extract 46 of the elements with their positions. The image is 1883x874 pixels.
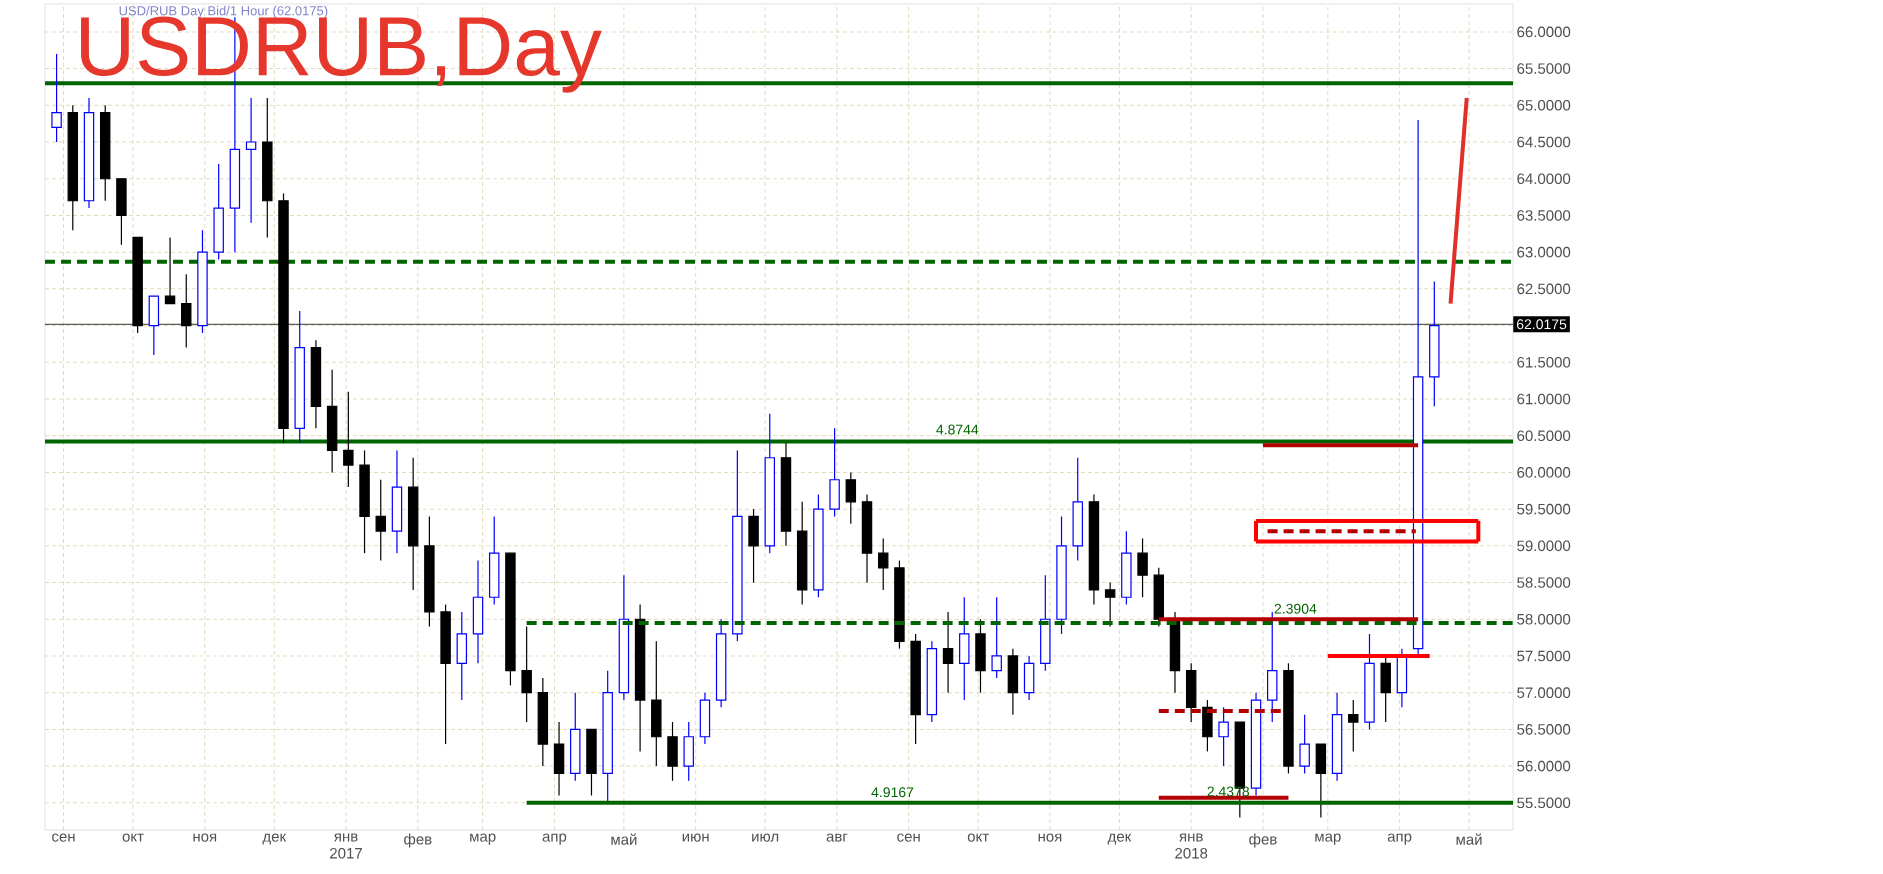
x-tick-label: окт <box>967 833 989 842</box>
x-tick-label: июн <box>682 833 709 842</box>
y-tick-label: 61.5000 <box>1517 356 1571 368</box>
y-tick-label: 62.5000 <box>1517 283 1571 295</box>
x-tick-label: май <box>1456 833 1482 845</box>
x-tick-label: ноя <box>1038 833 1062 842</box>
x-tick-label: янв 2018 <box>1175 833 1208 859</box>
y-tick-label: 59.0000 <box>1517 540 1571 552</box>
annotation: 4.9167 <box>871 787 914 798</box>
x-tick-label: сен <box>52 833 75 842</box>
x-tick-label: сен <box>897 833 920 842</box>
y-tick-label: 56.5000 <box>1517 724 1571 735</box>
y-tick-label: 65.0000 <box>1517 99 1571 111</box>
y-tick-label: 58.0000 <box>1517 613 1571 625</box>
x-tick-label: мар <box>1315 833 1341 845</box>
x-tick-label: май <box>611 833 637 845</box>
x-tick-label: фев <box>1249 833 1277 848</box>
x-tick-label: дек <box>262 833 287 845</box>
y-tick-label: 63.5000 <box>1517 210 1571 221</box>
x-tick-label: апр <box>542 833 567 845</box>
x-tick-label: фев <box>404 833 432 848</box>
y-tick-label: 66.0000 <box>1517 26 1571 38</box>
x-tick-label: окт <box>122 833 144 842</box>
x-tick-label: авг <box>826 833 848 842</box>
y-tick-label: 56.0000 <box>1517 760 1571 772</box>
y-tick-label: 57.5000 <box>1517 650 1571 662</box>
y-tick-label: 60.0000 <box>1517 467 1571 478</box>
x-tick-label: ноя <box>193 833 217 842</box>
x-tick-label: дек <box>1107 833 1132 845</box>
y-tick-label: 65.5000 <box>1517 63 1571 74</box>
y-tick-label: 59.5000 <box>1517 503 1571 515</box>
ref-line-label: 62.0175 <box>1516 319 1567 330</box>
y-tick-label: 57.0000 <box>1517 687 1571 698</box>
y-tick-label: 64.0000 <box>1517 173 1571 185</box>
y-tick-label: 61.0000 <box>1517 393 1571 405</box>
y-tick-label: 63.0000 <box>1517 246 1571 258</box>
x-tick-label: янв 2017 <box>330 833 362 859</box>
y-tick-label: 64.5000 <box>1517 136 1571 148</box>
x-tick-label: мар <box>470 833 496 845</box>
x-tick-label: июл <box>752 833 779 842</box>
y-tick-label: 58.5000 <box>1517 577 1571 588</box>
x-tick-label: апр <box>1387 833 1412 845</box>
y-tick-label: 55.5000 <box>1517 797 1571 809</box>
y-tick-label: 60.5000 <box>1517 430 1571 442</box>
annotation: 4.8744 <box>936 424 979 435</box>
annotation: 2.3904 <box>1274 603 1317 614</box>
